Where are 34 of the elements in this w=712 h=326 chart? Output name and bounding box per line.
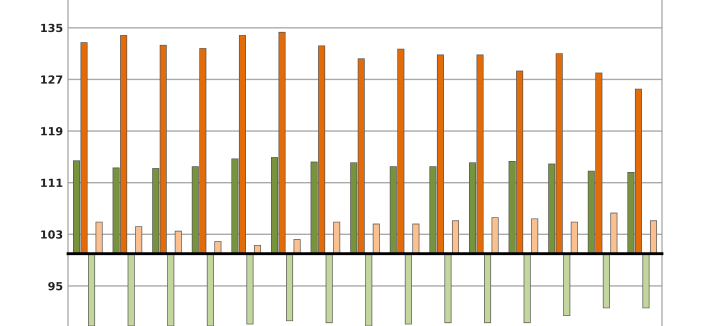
bar — [610, 212, 618, 254]
bar — [286, 253, 294, 322]
bar — [135, 226, 142, 254]
bar — [404, 253, 412, 324]
bar — [642, 253, 650, 308]
bar — [650, 220, 658, 254]
bar — [167, 253, 174, 326]
bar — [444, 253, 452, 324]
bar — [492, 217, 499, 254]
y-tick-label: 95 — [48, 282, 62, 290]
y-tick-label: 119 — [41, 127, 62, 136]
bar — [524, 253, 531, 324]
bar — [246, 253, 254, 324]
bar — [206, 253, 214, 326]
y-tick-label: 103 — [41, 230, 62, 239]
bar — [294, 239, 301, 254]
bar — [88, 253, 96, 326]
y-tick-label: 127 — [41, 75, 62, 84]
bar — [326, 253, 333, 324]
bar — [372, 224, 380, 254]
bar — [174, 230, 182, 254]
bar — [602, 253, 610, 308]
bar — [128, 253, 135, 326]
bar — [412, 224, 420, 254]
bar — [96, 222, 103, 254]
bar — [563, 253, 570, 316]
bar — [333, 222, 340, 254]
bar — [531, 218, 538, 254]
y-tick-label: 135 — [41, 24, 62, 32]
bar — [570, 222, 578, 254]
y-tick-label: 111 — [41, 178, 62, 187]
bar — [484, 253, 492, 324]
bar — [452, 220, 460, 254]
bar — [365, 253, 372, 326]
